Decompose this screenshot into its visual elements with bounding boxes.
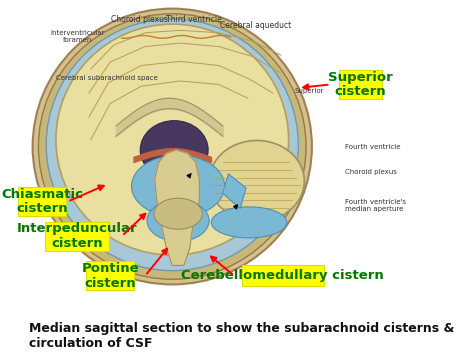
Text: Superior
cistern: Superior cistern (328, 71, 393, 98)
FancyBboxPatch shape (86, 261, 134, 290)
Text: Cerebral subarachnoid space: Cerebral subarachnoid space (56, 75, 158, 81)
Text: Fourth ventricle's
median aperture: Fourth ventricle's median aperture (345, 199, 406, 212)
FancyBboxPatch shape (46, 222, 109, 251)
Ellipse shape (211, 207, 287, 238)
Text: Choroid plexus: Choroid plexus (111, 16, 168, 24)
Ellipse shape (46, 19, 298, 271)
FancyBboxPatch shape (339, 70, 382, 99)
Polygon shape (223, 174, 246, 209)
Text: Interventricular
foramen: Interventricular foramen (50, 30, 104, 43)
Polygon shape (155, 150, 200, 266)
Text: Choroid plexus: Choroid plexus (345, 169, 397, 175)
FancyBboxPatch shape (18, 187, 66, 216)
Ellipse shape (140, 121, 208, 179)
Text: Cerebellomedullary cistern: Cerebellomedullary cistern (182, 269, 384, 282)
Text: Superior: Superior (294, 88, 324, 94)
Ellipse shape (33, 9, 312, 284)
Ellipse shape (154, 198, 202, 229)
Ellipse shape (131, 155, 225, 217)
Text: Interpeduncular
cistern: Interpeduncular cistern (17, 223, 137, 250)
Ellipse shape (38, 14, 306, 279)
Ellipse shape (147, 200, 209, 241)
Text: Fourth ventricle: Fourth ventricle (345, 143, 401, 149)
Ellipse shape (56, 24, 289, 255)
Text: Median sagittal section to show the subarachnoid cisterns &
circulation of CSF: Median sagittal section to show the suba… (29, 322, 454, 350)
Text: Pontine
cistern: Pontine cistern (82, 262, 139, 290)
Ellipse shape (210, 141, 304, 222)
FancyBboxPatch shape (242, 266, 324, 286)
Text: Third ventricle: Third ventricle (166, 16, 221, 24)
Text: Cerebral aqueduct: Cerebral aqueduct (220, 21, 291, 31)
Text: Chiasmatic
cistern: Chiasmatic cistern (1, 188, 83, 215)
